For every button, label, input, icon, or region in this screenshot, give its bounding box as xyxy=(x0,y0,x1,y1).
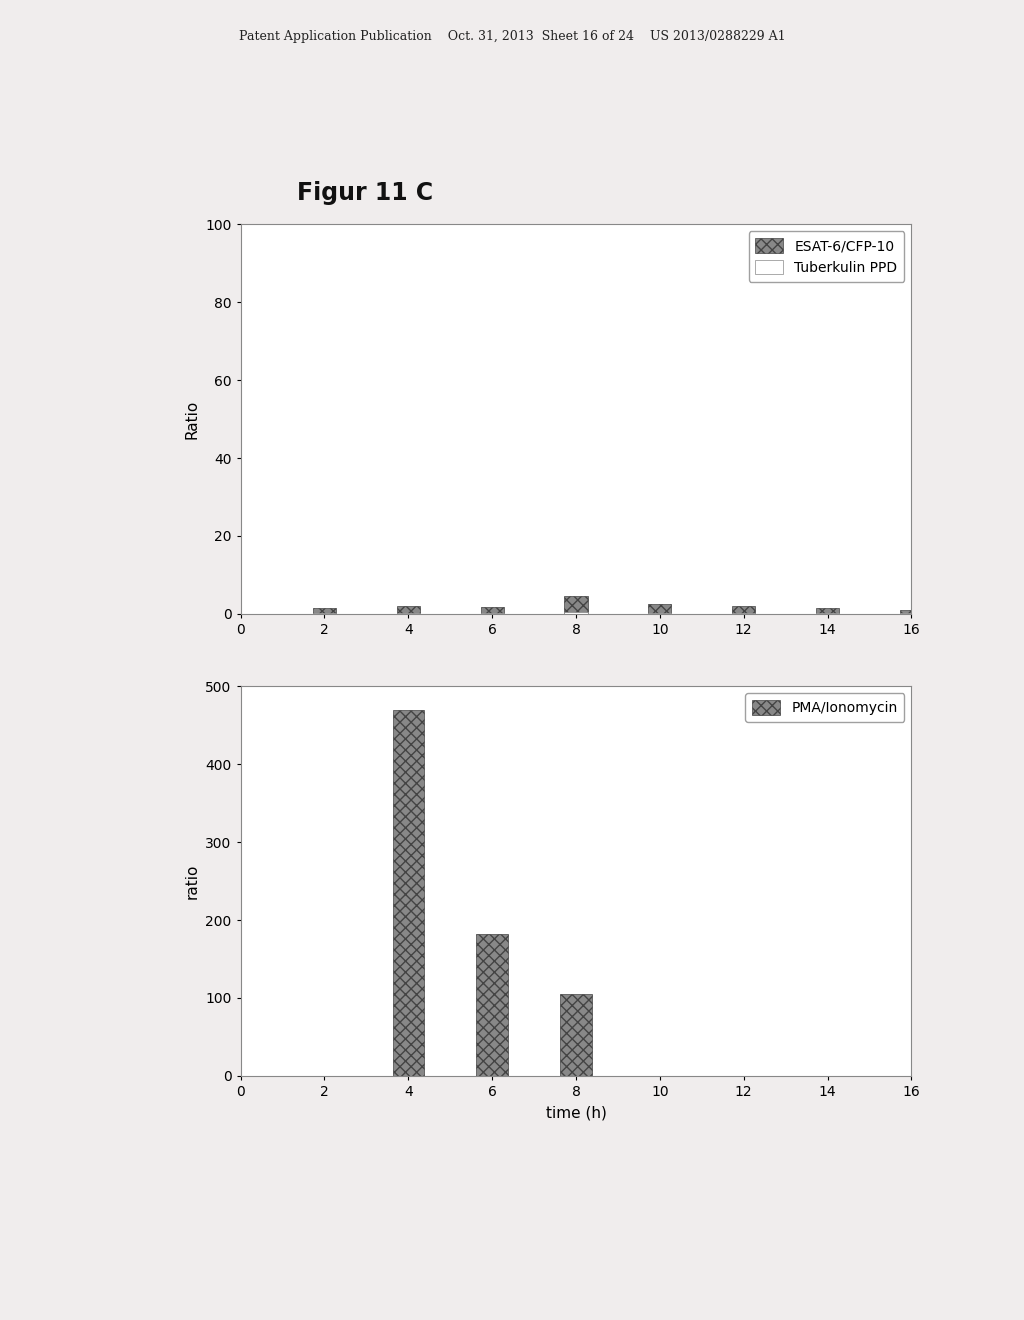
Bar xyxy=(564,612,588,614)
Bar xyxy=(480,607,504,614)
Bar xyxy=(648,605,672,614)
Bar xyxy=(476,935,508,1076)
Bar xyxy=(564,597,588,614)
Y-axis label: Ratio: Ratio xyxy=(184,400,200,438)
Legend: ESAT-6/CFP-10, Tuberkulin PPD: ESAT-6/CFP-10, Tuberkulin PPD xyxy=(749,231,904,281)
Bar xyxy=(313,609,336,614)
Bar xyxy=(560,994,592,1076)
Bar xyxy=(392,710,424,1076)
Text: Figur 11 C: Figur 11 C xyxy=(297,181,433,205)
Text: Patent Application Publication    Oct. 31, 2013  Sheet 16 of 24    US 2013/02882: Patent Application Publication Oct. 31, … xyxy=(239,30,785,44)
Bar xyxy=(732,606,756,614)
Bar xyxy=(816,609,839,614)
Bar xyxy=(396,606,420,614)
Bar xyxy=(900,610,923,614)
Y-axis label: ratio: ratio xyxy=(184,863,200,899)
Legend: PMA/Ionomycin: PMA/Ionomycin xyxy=(745,693,904,722)
X-axis label: time (h): time (h) xyxy=(546,1106,606,1121)
